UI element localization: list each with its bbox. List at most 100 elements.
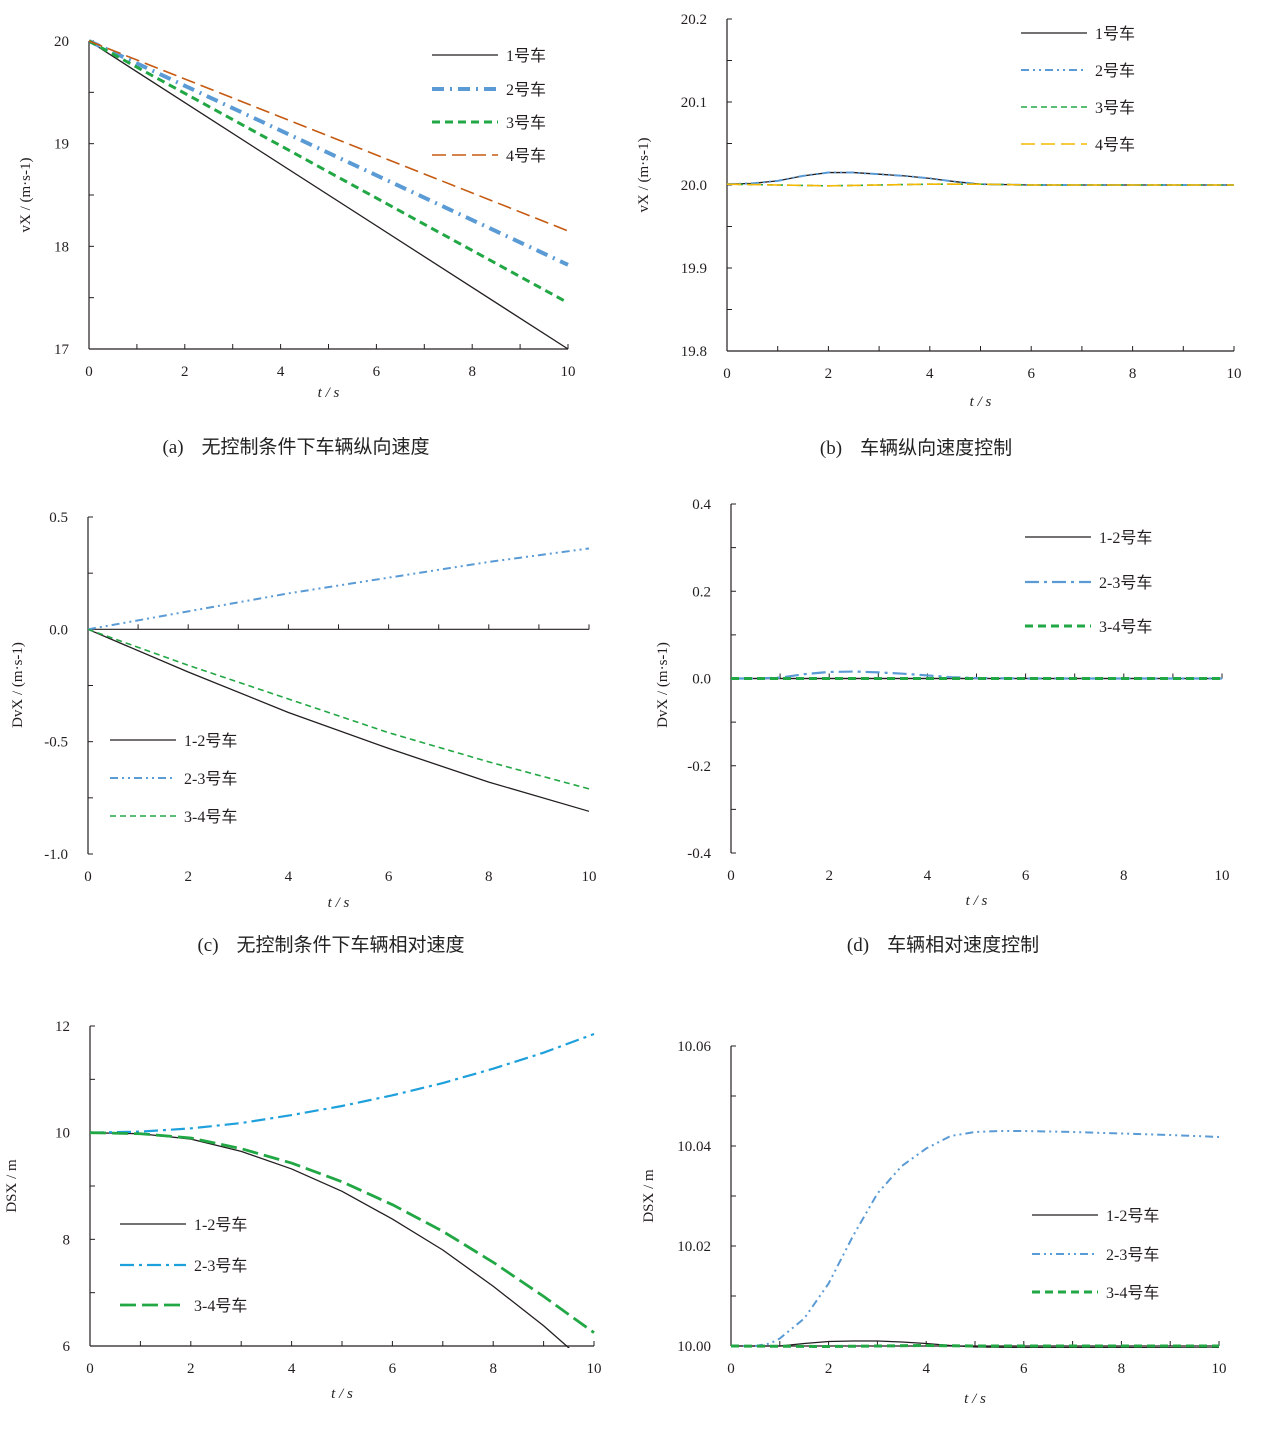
series-line-3: [731, 1344, 1219, 1348]
y-tick-label: -0.5: [44, 735, 68, 751]
series-line-2: [90, 1032, 595, 1134]
x-tick-label: 8: [1129, 366, 1137, 382]
series-line-3: [88, 628, 590, 790]
legend-label: 2号车: [1095, 62, 1135, 80]
y-axis-label: DvX / (m·s-1): [655, 642, 671, 728]
x-tick-label: 0: [727, 1361, 735, 1377]
y-tick-label: 0.0: [692, 672, 711, 688]
x-tick-label: 0: [86, 1361, 94, 1377]
legend-label: 1-2号车: [184, 732, 237, 750]
chart-b: 19.8 19.9 20.0 20.1 20.2 0 2 4 6 8 10 t / s vX / (m·…: [636, 12, 1242, 410]
x-tick-label: 0: [723, 366, 731, 382]
x-tick-label: 8: [468, 364, 476, 380]
y-tick-label: 0.4: [692, 497, 711, 513]
x-tick-label: 10: [1227, 366, 1242, 382]
series-line-4: [89, 40, 569, 232]
x-tick-label: 8: [1120, 868, 1128, 884]
y-axis-label: DSX / m: [4, 1159, 20, 1213]
legend-label: 1号车: [506, 47, 546, 65]
x-tick-label: 6: [385, 869, 393, 885]
y-tick-label: 0.5: [49, 510, 68, 526]
x-tick-label: 6: [1027, 366, 1035, 382]
caption-text: 车辆相对速度控制: [887, 935, 1040, 956]
x-tick-label: 4: [922, 1361, 930, 1377]
series-line-1: [727, 171, 1234, 186]
y-tick-label: 12: [55, 1019, 70, 1035]
x-axis-label: t / s: [328, 895, 350, 911]
x-tick-label: 2: [825, 868, 833, 884]
y-tick-label: 10.02: [677, 1239, 711, 1255]
caption-text: 车辆纵向速度控制: [860, 438, 1013, 459]
x-tick-label: 2: [181, 364, 189, 380]
series-line-1: [89, 40, 569, 350]
x-tick-label: 6: [373, 364, 381, 380]
legend-label: 3号车: [506, 114, 546, 132]
series-line-2: [731, 1130, 1220, 1347]
caption-text: 无控制条件下车辆相对速度: [236, 935, 465, 956]
y-tick-label: 20: [54, 34, 69, 50]
legend-label: 1-2号车: [1106, 1207, 1159, 1225]
x-tick-label: 4: [288, 1361, 296, 1377]
series-line-1: [90, 1132, 570, 1348]
series-line-4: [727, 183, 1234, 187]
x-tick-label: 10: [582, 869, 597, 885]
y-axis-label: DvX / (m·s-1): [10, 642, 26, 728]
y-tick-label: 8: [63, 1232, 71, 1248]
legend-label: 3-4号车: [194, 1297, 247, 1315]
legend-label: 4号车: [506, 147, 546, 165]
caption-label: (d): [846, 935, 870, 956]
legend-label: 4号车: [1095, 136, 1135, 154]
x-tick-label: 4: [926, 366, 934, 382]
y-tick-label: 0.2: [692, 584, 711, 600]
caption-label: (a): [162, 437, 184, 458]
caption-text: 无控制条件下车辆纵向速度: [201, 437, 430, 458]
y-tick-label: 18: [54, 239, 69, 255]
x-tick-label: 8: [1118, 1361, 1126, 1377]
chart-d: -0.4 -0.2 0.0 0.2 0.4 0 2 4 6 8 10 t / s DvX / (m·s-…: [655, 497, 1230, 909]
legend-label: 2号车: [506, 81, 546, 99]
legend-label: 3-4号车: [1099, 618, 1152, 636]
legend-label: 1-2号车: [194, 1216, 247, 1234]
y-axis-label: vX / (m·s-1): [636, 138, 652, 213]
y-tick-label: 19: [54, 137, 69, 153]
chart-e: 6 8 10 12 0 2 4 6 8 10 t / s DSX / m 1-2号车 2-3号车 3-4号车: [4, 1019, 602, 1402]
x-axis-label: t / s: [964, 1391, 986, 1407]
x-tick-label: 10: [1215, 868, 1230, 884]
series-line-3: [89, 39, 569, 305]
x-tick-label: 0: [85, 364, 93, 380]
legend-label: 2-3号车: [184, 770, 237, 788]
caption-d: (d) 车辆相对速度控制: [847, 930, 1057, 957]
x-tick-label: 10: [561, 364, 576, 380]
x-tick-label: 6: [389, 1361, 397, 1377]
y-tick-label: 0.0: [49, 622, 68, 638]
y-tick-label: 6: [63, 1339, 71, 1355]
chart-f: 10.00 10.02 10.04 10.06 0 2 4 6 8 10 t / s DSX / m 1…: [641, 1039, 1227, 1407]
x-tick-label: 0: [84, 869, 92, 885]
legend-label: 3号车: [1095, 99, 1135, 117]
caption-a: (a) 无控制条件下车辆纵向速度: [162, 432, 447, 459]
caption-c: (c) 无控制条件下车辆相对速度: [197, 930, 482, 957]
x-axis-label: t / s: [331, 1386, 353, 1402]
x-tick-label: 8: [489, 1361, 497, 1377]
caption-label: (b): [819, 438, 843, 459]
x-tick-label: 10: [587, 1361, 602, 1377]
legend-label: 2-3号车: [1106, 1246, 1159, 1264]
chart-a: 17 18 19 20 0 2 4 6 8 10 t / s vX / (m·s-1) 1号车 2号车 3号…: [18, 34, 576, 401]
x-axis-label: t / s: [318, 385, 340, 401]
x-tick-label: 10: [1212, 1361, 1227, 1377]
y-tick-label: 20.2: [681, 12, 707, 28]
legend-label: 1号车: [1095, 25, 1135, 43]
legend-label: 1-2号车: [1099, 529, 1152, 547]
y-tick-label: 10: [55, 1126, 70, 1142]
caption-label: (c): [197, 935, 219, 956]
x-tick-label: 0: [727, 868, 735, 884]
y-tick-label: 19.8: [681, 344, 707, 360]
y-axis-label: vX / (m·s-1): [18, 158, 34, 233]
y-tick-label: 17: [54, 342, 70, 358]
chart-c: -1.0 -0.5 0.0 0.5 0 2 4 6 8 10 t / s DvX / (m·s-1) 1…: [10, 510, 597, 911]
y-tick-label: 10.00: [677, 1339, 711, 1355]
x-tick-label: 4: [285, 869, 293, 885]
y-tick-label: -0.4: [687, 846, 711, 862]
